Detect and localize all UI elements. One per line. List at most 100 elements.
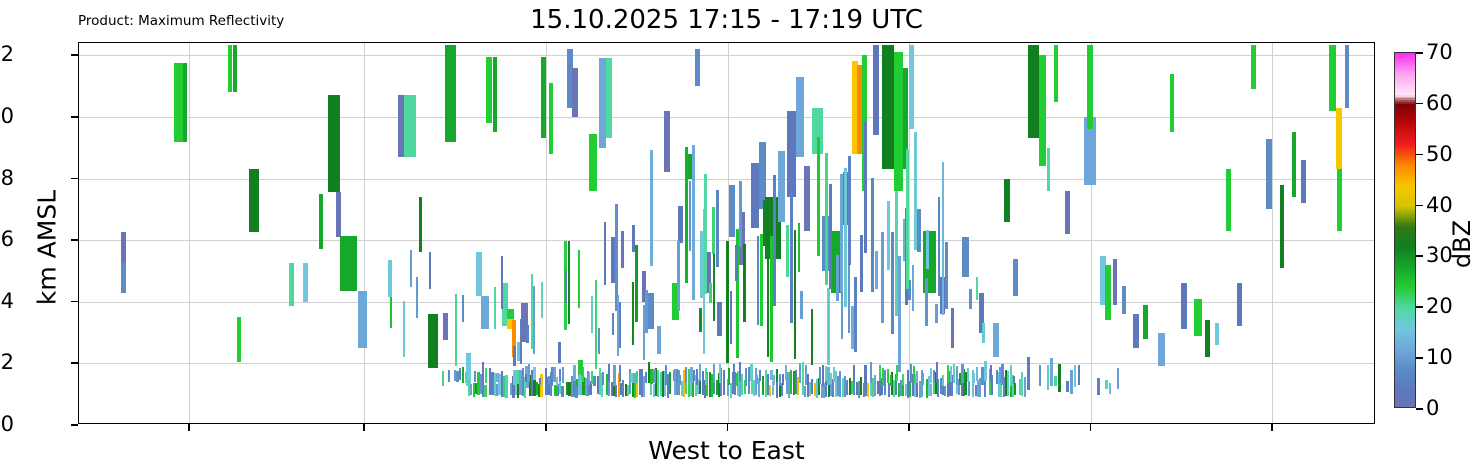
reflectivity-column xyxy=(489,367,492,396)
reflectivity-column xyxy=(591,296,594,334)
colorbar-segment xyxy=(1395,405,1415,407)
reflectivity-column xyxy=(979,378,982,397)
reflectivity-column xyxy=(601,372,604,398)
reflectivity-column xyxy=(756,236,760,326)
reflectivity-column xyxy=(635,245,638,322)
reflectivity-column xyxy=(513,370,516,385)
reflectivity-column xyxy=(872,44,880,136)
reflectivity-column xyxy=(756,374,759,385)
colorbar-segment xyxy=(1395,234,1415,238)
colorbar-segment xyxy=(1395,379,1415,383)
colorbar-segment xyxy=(1395,207,1415,211)
reflectivity-column xyxy=(590,371,593,384)
reflectivity-column xyxy=(696,379,699,395)
reflectivity-column xyxy=(770,235,773,363)
reflectivity-column xyxy=(1086,44,1093,130)
reflectivity-column xyxy=(657,369,660,397)
reflectivity-column xyxy=(897,383,900,397)
reflectivity-column xyxy=(878,365,881,382)
reflectivity-column xyxy=(935,303,938,323)
reflectivity-column xyxy=(824,152,828,285)
y-tick-mark xyxy=(71,239,78,241)
colorbar-segment xyxy=(1395,167,1415,171)
reflectivity-column xyxy=(461,295,464,323)
reflectivity-column xyxy=(447,369,451,382)
reflectivity-column xyxy=(729,290,733,344)
reflectivity-column xyxy=(624,383,627,396)
colorbar-segment xyxy=(1395,64,1415,68)
reflectivity-column xyxy=(597,328,600,355)
reflectivity-column xyxy=(843,376,847,398)
reflectivity-column xyxy=(870,362,873,383)
colorbar-segment xyxy=(1395,78,1415,82)
reflectivity-column xyxy=(708,371,711,398)
reflectivity-column xyxy=(599,58,606,148)
reflectivity-column xyxy=(531,378,534,397)
x-tick-mark xyxy=(188,424,190,431)
reflectivity-column xyxy=(874,374,877,396)
reflectivity-column xyxy=(977,379,980,397)
reflectivity-column xyxy=(1108,382,1112,394)
reflectivity-column xyxy=(514,373,517,396)
reflectivity-column xyxy=(556,383,559,396)
reflectivity-column xyxy=(228,44,233,93)
reflectivity-column xyxy=(829,372,833,396)
reflectivity-column xyxy=(981,366,984,386)
reflectivity-column xyxy=(630,373,633,383)
reflectivity-column xyxy=(491,372,494,395)
colorbar-segment xyxy=(1395,62,1415,66)
reflectivity-column xyxy=(762,199,766,247)
colorbar-segment xyxy=(1395,94,1415,98)
reflectivity-column xyxy=(1058,364,1061,393)
reflectivity-column xyxy=(914,132,918,251)
reflectivity-column xyxy=(567,240,571,325)
colorbar-segment xyxy=(1395,183,1415,187)
colorbar-segment xyxy=(1395,288,1415,292)
reflectivity-column xyxy=(588,133,597,191)
reflectivity-column xyxy=(744,367,747,387)
y-tick-label: 2 xyxy=(0,350,14,375)
reflectivity-column xyxy=(547,375,550,386)
reflectivity-column xyxy=(736,372,739,387)
colorbar-segment xyxy=(1395,321,1415,325)
reflectivity-column xyxy=(522,368,525,386)
reflectivity-column xyxy=(706,371,709,397)
reflectivity-column xyxy=(442,371,445,387)
reflectivity-column xyxy=(519,318,523,364)
reflectivity-column xyxy=(836,376,840,397)
colorbar-segment xyxy=(1395,221,1415,224)
reflectivity-column xyxy=(654,368,657,396)
reflectivity-column xyxy=(608,378,611,396)
reflectivity-column xyxy=(818,366,821,385)
reflectivity-column xyxy=(857,381,861,398)
colorbar-segment xyxy=(1395,140,1415,143)
colorbar-segment xyxy=(1395,403,1415,406)
y-tick-mark xyxy=(71,54,78,56)
reflectivity-column xyxy=(664,364,667,386)
reflectivity-column xyxy=(418,197,423,253)
reflectivity-column xyxy=(684,146,688,283)
colorbar-segment xyxy=(1395,389,1415,392)
reflectivity-column xyxy=(526,325,529,344)
reflectivity-column xyxy=(657,326,662,355)
colorbar-segment xyxy=(1395,145,1415,149)
reflectivity-column xyxy=(944,385,947,397)
reflectivity-column xyxy=(676,368,679,383)
reflectivity-column xyxy=(904,208,908,305)
colorbar-tick-mark xyxy=(1416,306,1423,308)
reflectivity-column xyxy=(668,372,671,395)
reflectivity-column xyxy=(902,218,906,261)
colorbar-segment xyxy=(1395,391,1415,394)
colorbar-segment xyxy=(1395,201,1415,205)
reflectivity-column xyxy=(796,76,805,157)
colorbar-segment xyxy=(1395,209,1415,212)
colorbar-segment xyxy=(1395,153,1415,157)
reflectivity-column xyxy=(1215,323,1220,345)
colorbar-segment xyxy=(1395,157,1415,161)
reflectivity-column xyxy=(559,368,562,395)
reflectivity-column xyxy=(780,383,783,397)
reflectivity-column xyxy=(584,378,587,397)
colorbar-segment xyxy=(1395,175,1415,179)
reflectivity-column xyxy=(1133,314,1139,348)
reflectivity-column xyxy=(827,288,830,365)
